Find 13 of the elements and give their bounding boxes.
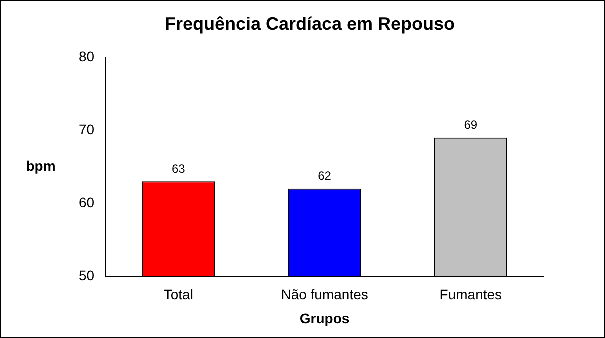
y-tick-label: 70: [78, 121, 95, 138]
data-label: 69: [464, 118, 478, 132]
data-label: 63: [172, 162, 186, 176]
y-tick-label: 50: [78, 267, 95, 284]
y-tick-label: 60: [78, 194, 95, 210]
x-axis-title: Grupos: [300, 310, 350, 326]
chart-title: Frequência Cardíaca em Repouso: [164, 14, 456, 34]
x-tick-label: Total: [164, 286, 194, 303]
data-label: 62: [318, 169, 332, 184]
x-tick-label: Não fumantes: [281, 286, 368, 303]
y-axis-title: bpm: [26, 158, 56, 174]
x-tick-label: Fumantes: [440, 286, 502, 303]
y-tick-label: 80: [78, 48, 95, 64]
